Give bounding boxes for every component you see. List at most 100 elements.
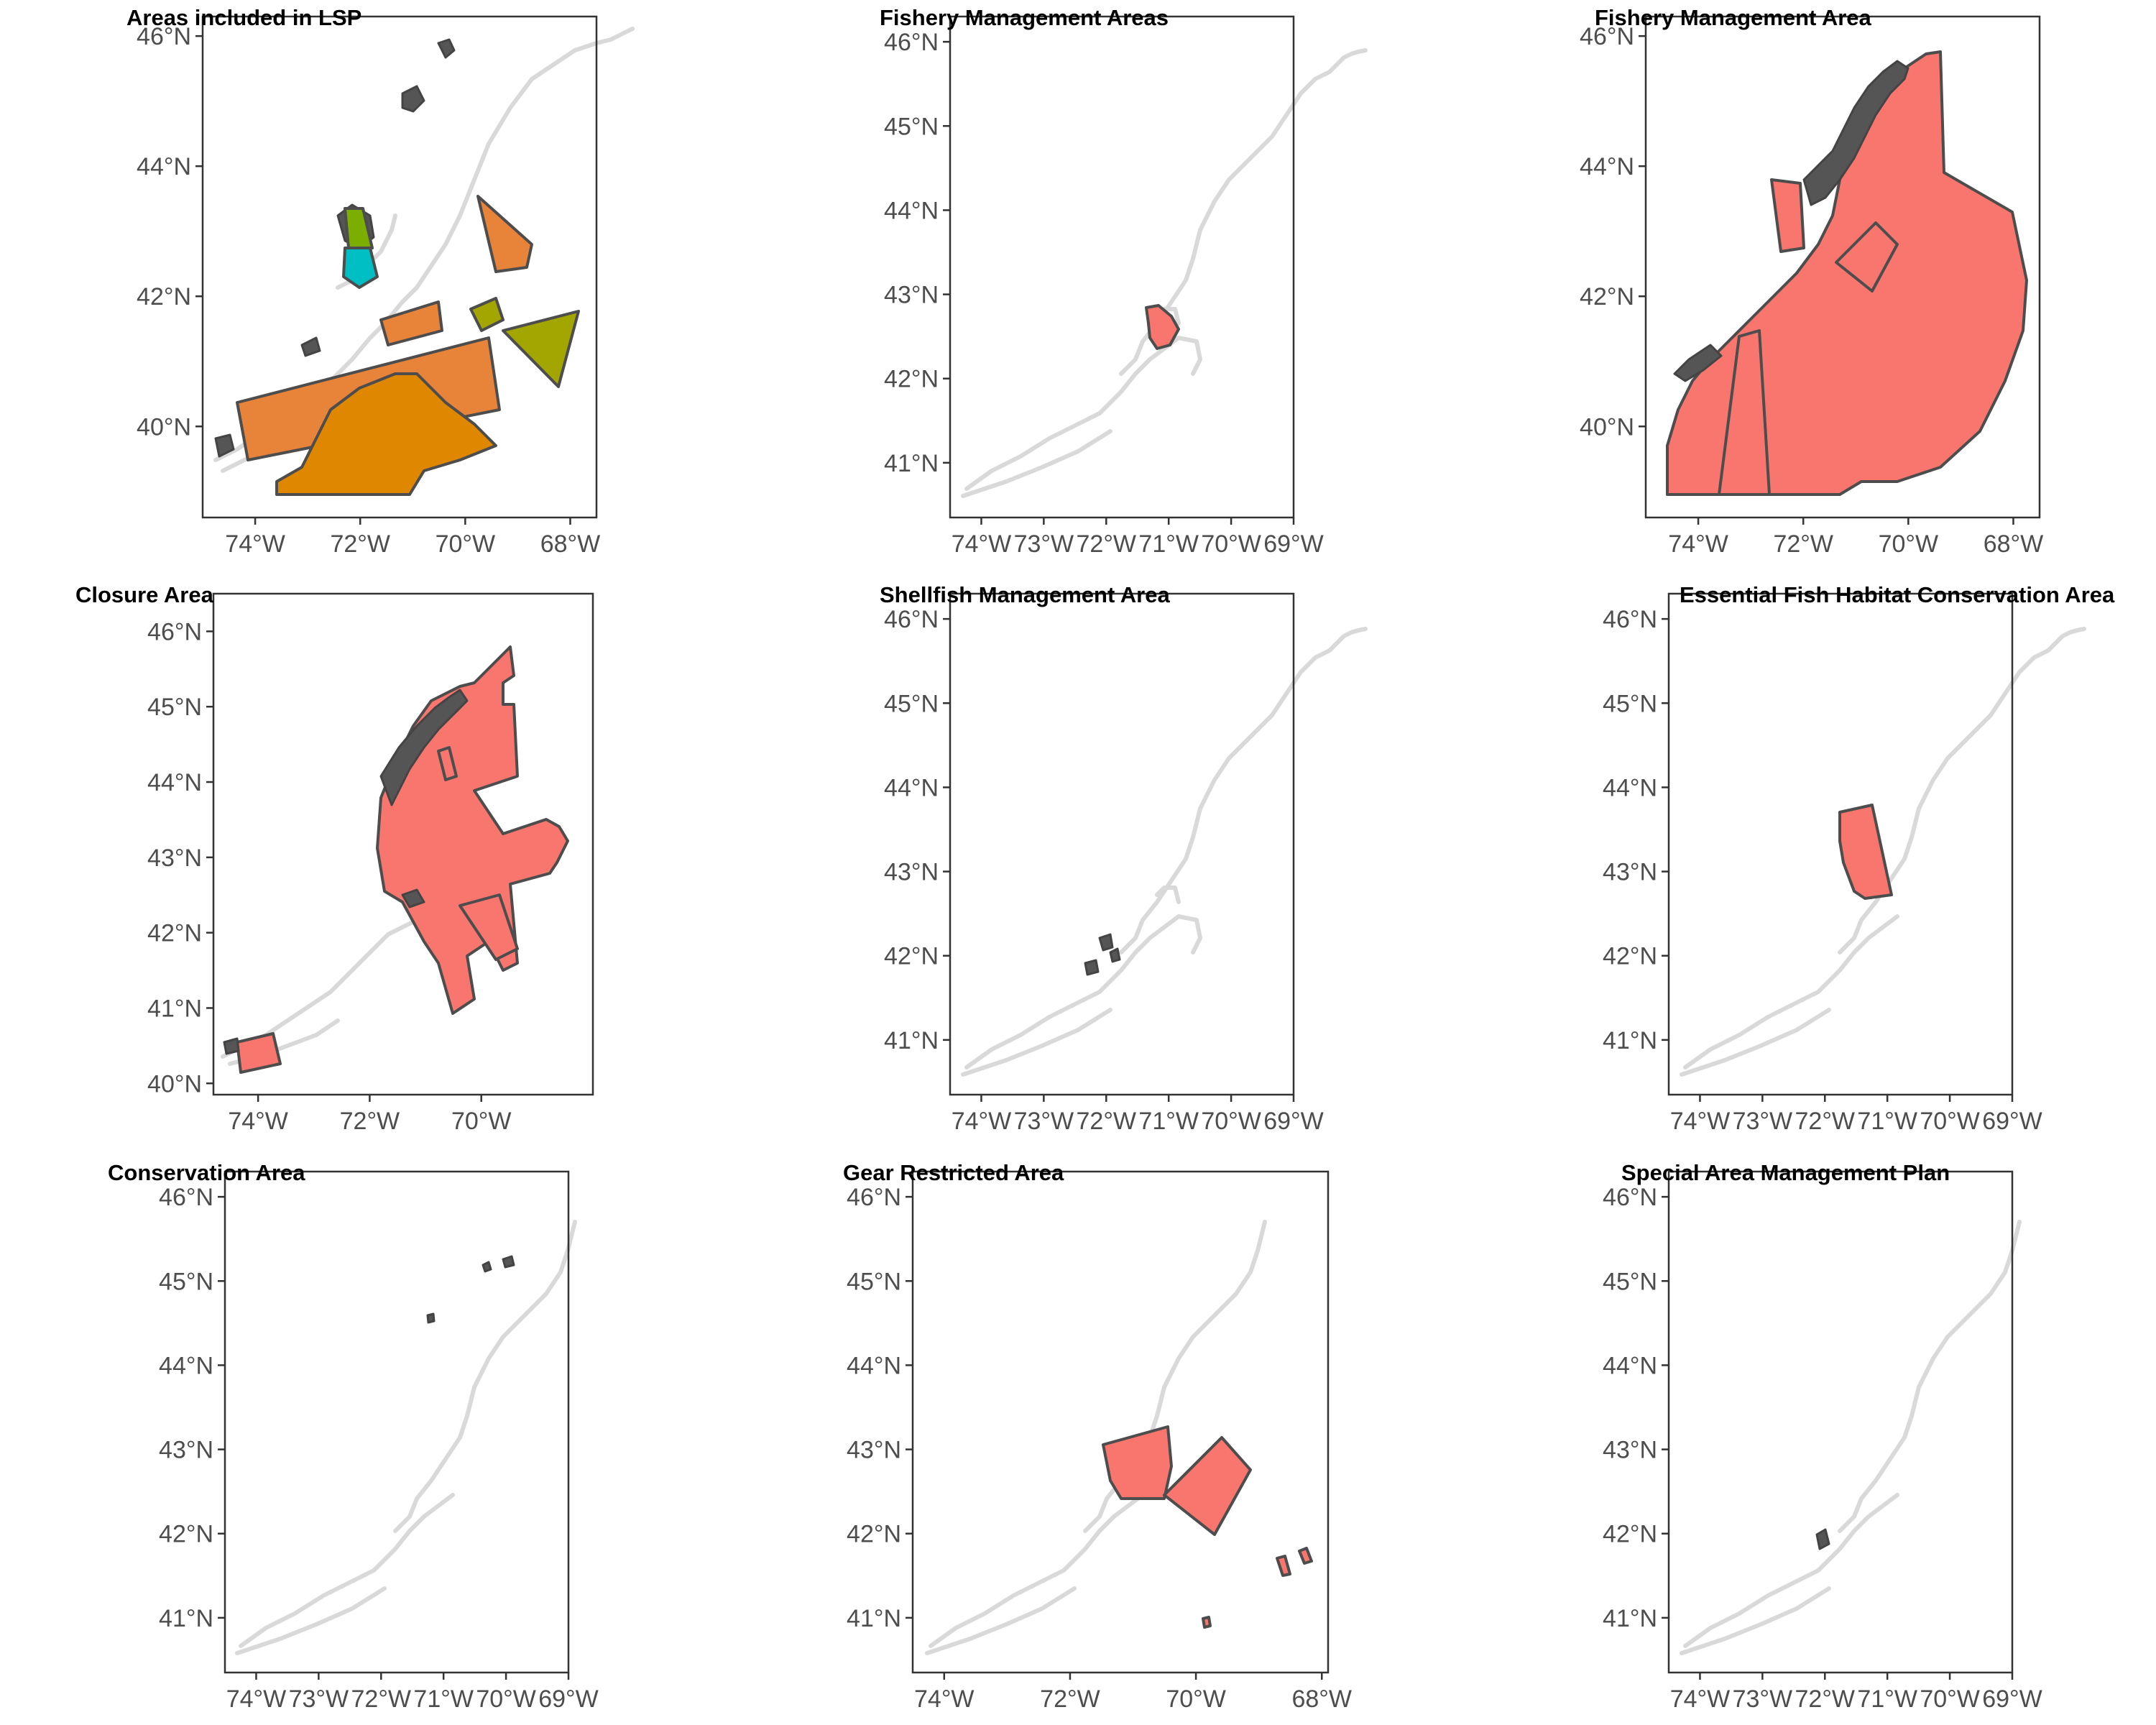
x-axis-tick-label: 74°W bbox=[1668, 530, 1728, 558]
y-axis-tick-label: 41°N bbox=[1603, 1027, 1657, 1054]
x-axis-tick-label: 71°W bbox=[1857, 1108, 1917, 1135]
x-axis-tick-label: 74°W bbox=[226, 1685, 287, 1713]
x-axis-tick-label: 73°W bbox=[289, 1685, 349, 1713]
y-axis-tick-label: 43°N bbox=[159, 1437, 213, 1464]
y-axis-tick-label: 44°N bbox=[884, 197, 939, 224]
y-axis-tick-label: 42°N bbox=[1603, 1521, 1657, 1548]
y-axis-tick-label: 43°N bbox=[147, 845, 202, 872]
closure-area-small bbox=[236, 1032, 282, 1074]
panel-title: Gear Restricted Area bbox=[843, 1160, 1064, 1185]
x-axis-tick-label: 70°W bbox=[1201, 1108, 1261, 1135]
x-axis-tick-label: 69°W bbox=[1982, 1108, 2042, 1135]
gear-restricted-area-west bbox=[1102, 1425, 1173, 1500]
panel-title: Fishery Management Area bbox=[1595, 5, 1872, 30]
y-axis-tick-label: 42°N bbox=[847, 1521, 901, 1548]
y-axis-tick-label: 42°N bbox=[159, 1521, 213, 1548]
x-axis-tick-label: 70°W bbox=[1166, 1685, 1226, 1713]
y-axis-tick-label: 45°N bbox=[847, 1268, 901, 1295]
x-axis-tick-label: 71°W bbox=[1138, 1108, 1199, 1135]
y-axis-tick-label: 43°N bbox=[884, 282, 939, 309]
gear-restricted-area-small-1 bbox=[1276, 1555, 1291, 1577]
y-axis-tick-label: 45°N bbox=[884, 690, 939, 717]
panel-title: Special Area Management Plan bbox=[1621, 1160, 1950, 1185]
panel-frame bbox=[949, 15, 1295, 519]
y-axis-tick-label: 44°N bbox=[147, 769, 202, 796]
area-green bbox=[344, 207, 374, 249]
y-axis-tick-label: 46°N bbox=[1603, 606, 1657, 633]
panel-frame bbox=[949, 592, 1295, 1096]
panel-5-map bbox=[961, 627, 1368, 1077]
y-axis-tick-label: 45°N bbox=[147, 694, 202, 721]
x-axis-tick-label: 72°W bbox=[330, 530, 390, 558]
y-axis-tick-label: 40°N bbox=[147, 1070, 202, 1098]
y-axis-tick-label: 40°N bbox=[137, 413, 191, 441]
x-axis-tick-label: 73°W bbox=[1733, 1108, 1793, 1135]
y-axis-tick-label: 46°N bbox=[847, 1184, 901, 1211]
panel-7-map bbox=[235, 1220, 577, 1655]
x-axis-tick-label: 68°W bbox=[540, 530, 601, 558]
y-axis-tick-label: 42°N bbox=[137, 283, 191, 310]
x-axis-tick-label: 72°W bbox=[1040, 1685, 1100, 1713]
sub-area-coastal bbox=[1770, 178, 1805, 253]
y-axis-tick-label: 44°N bbox=[884, 774, 939, 801]
y-axis-tick-label: 46°N bbox=[147, 618, 202, 645]
x-axis-tick-label: 70°W bbox=[1879, 530, 1939, 558]
x-axis-tick-label: 72°W bbox=[1077, 530, 1137, 558]
y-axis-tick-label: 44°N bbox=[137, 153, 191, 180]
x-axis-tick-label: 72°W bbox=[351, 1685, 412, 1713]
x-axis-tick-label: 69°W bbox=[1263, 530, 1324, 558]
x-axis-tick-label: 70°W bbox=[476, 1685, 536, 1713]
panel-frame bbox=[1667, 1170, 2014, 1674]
x-axis-tick-label: 73°W bbox=[1733, 1685, 1793, 1713]
x-axis-tick-label: 70°W bbox=[1920, 1108, 1980, 1135]
coastline bbox=[961, 627, 1368, 1077]
x-axis-tick-label: 68°W bbox=[1291, 1685, 1352, 1713]
y-axis-tick-label: 46°N bbox=[1580, 23, 1634, 50]
panel-frame bbox=[1644, 15, 2041, 519]
panel-conservation-area: Conservation Area 74°W 73°W 72°W 71°W 70°W 69°… bbox=[108, 1160, 599, 1713]
y-axis-tick-label: 45°N bbox=[884, 113, 939, 140]
x-axis-tick-label: 71°W bbox=[1857, 1685, 1917, 1713]
samp-area bbox=[1815, 1528, 1830, 1550]
panel-3-map bbox=[1666, 50, 2028, 496]
sub-area-diamond bbox=[1835, 221, 1899, 293]
panel-title: Fishery Management Areas bbox=[880, 5, 1169, 30]
coastline-dark bbox=[223, 689, 469, 1055]
panel-title: Conservation Area bbox=[108, 1160, 305, 1185]
x-axis-tick-label: 68°W bbox=[1984, 530, 2044, 558]
area-orange-small bbox=[379, 300, 443, 346]
y-axis-tick-label: 40°N bbox=[1580, 413, 1634, 441]
coastline bbox=[1680, 1220, 2022, 1655]
panel-closure-area: Closure Area 74°W 72°W 70°W 40°N 41°N 42°N 43°N… bbox=[75, 582, 594, 1135]
y-axis-tick-label: 43°N bbox=[884, 859, 939, 886]
x-axis-tick-label: 74°W bbox=[1670, 1108, 1731, 1135]
y-axis-tick-label: 44°N bbox=[159, 1352, 213, 1379]
y-axis-tick-label: 43°N bbox=[1603, 859, 1657, 886]
x-axis-tick-label: 72°W bbox=[1795, 1108, 1856, 1135]
panel-shellfish-management-area: Shellfish Management Area 74°W 73°W 72°W 71°… bbox=[880, 582, 1368, 1135]
y-axis-tick-label: 44°N bbox=[847, 1352, 901, 1379]
shellfish-areas bbox=[1084, 933, 1121, 976]
panel-frame bbox=[224, 1170, 570, 1674]
area-orange-wedge bbox=[476, 195, 533, 273]
x-axis-tick-label: 71°W bbox=[1138, 530, 1199, 558]
panel-6-map bbox=[1680, 627, 2086, 1077]
x-axis-tick-label: 74°W bbox=[952, 530, 1012, 558]
x-axis-tick-label: 74°W bbox=[1670, 1685, 1731, 1713]
y-axis-tick-label: 46°N bbox=[137, 23, 191, 50]
x-axis-tick-label: 72°W bbox=[340, 1108, 400, 1135]
x-axis-tick-label: 73°W bbox=[1014, 530, 1074, 558]
panel-1-map bbox=[213, 27, 635, 496]
y-axis-tick-label: 41°N bbox=[147, 995, 202, 1022]
y-axis-tick-label: 42°N bbox=[884, 366, 939, 393]
x-axis-tick-label: 70°W bbox=[436, 530, 496, 558]
panel-title: Essential Fish Habitat Conservation Area bbox=[1680, 582, 2115, 607]
x-axis-tick-label: 72°W bbox=[1773, 530, 1833, 558]
y-axis-tick-label: 46°N bbox=[1603, 1184, 1657, 1211]
y-axis-tick-label: 45°N bbox=[159, 1268, 213, 1295]
panel-frame bbox=[911, 1170, 1330, 1674]
y-axis-tick-label: 44°N bbox=[1603, 1352, 1657, 1379]
gear-restricted-area-east bbox=[1163, 1436, 1252, 1536]
closure-area-sub bbox=[459, 893, 519, 961]
conservation-areas bbox=[426, 1255, 515, 1324]
